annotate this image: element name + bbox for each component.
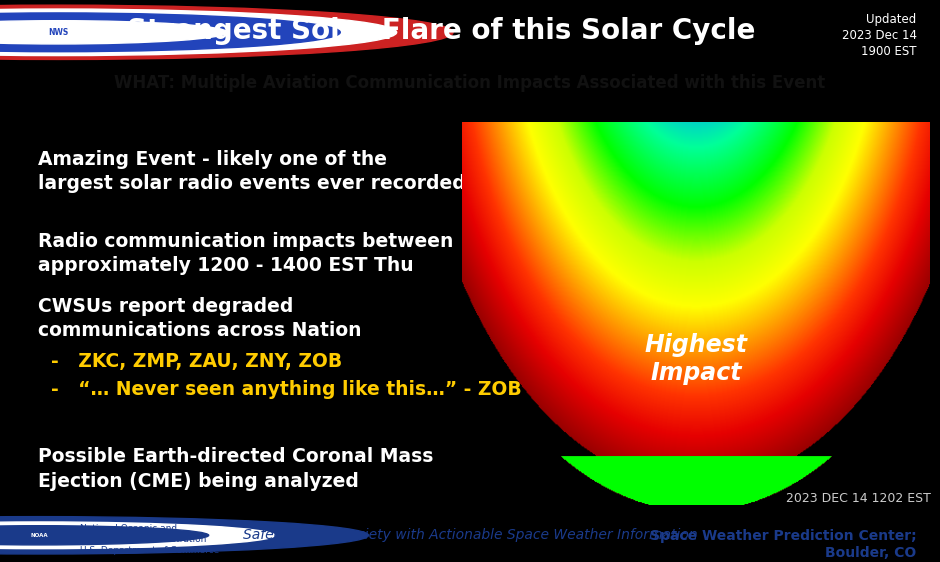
Circle shape <box>0 13 340 52</box>
Text: NOAA: NOAA <box>31 533 48 538</box>
Text: Space Weather Prediction Center;
Boulder, CO: Space Weather Prediction Center; Boulder… <box>650 529 916 560</box>
Circle shape <box>0 5 453 60</box>
Text: Amazing Event - likely one of the
largest solar radio events ever recorded: Amazing Event - likely one of the larges… <box>38 150 465 193</box>
Text: -   “… Never seen anything like this…” - ZOB: - “… Never seen anything like this…” - Z… <box>38 380 522 399</box>
Text: NWS: NWS <box>48 28 69 37</box>
Circle shape <box>0 21 227 44</box>
Text: 2023 DEC 14 1202 EST: 2023 DEC 14 1202 EST <box>786 492 931 505</box>
Circle shape <box>0 525 209 545</box>
Circle shape <box>0 522 274 549</box>
Text: -   ZKC, ZMP, ZAU, ZNY, ZOB: - ZKC, ZMP, ZAU, ZNY, ZOB <box>38 352 342 371</box>
Text: Possible Earth-directed Coronal Mass
Ejection (CME) being analyzed: Possible Earth-directed Coronal Mass Eje… <box>38 447 433 491</box>
Text: Highest
Impact: Highest Impact <box>645 333 747 385</box>
Text: WHAT: Multiple Aviation Communication Impacts Associated with this Event: WHAT: Multiple Aviation Communication Im… <box>115 74 825 92</box>
Text: National Oceanic and
Atmospheric Administration
U.S. Department of Commerce: National Oceanic and Atmospheric Adminis… <box>80 524 219 555</box>
Text: Safeguarding Society with Actionable Space Weather Information: Safeguarding Society with Actionable Spa… <box>243 528 697 542</box>
Circle shape <box>0 516 368 554</box>
Text: Strongest Solar Flare of this Solar Cycle: Strongest Solar Flare of this Solar Cycl… <box>127 17 755 45</box>
Text: Updated
2023 Dec 14
1900 EST: Updated 2023 Dec 14 1900 EST <box>841 13 916 58</box>
Text: CWSUs report degraded
communications across Nation: CWSUs report degraded communications acr… <box>38 297 361 340</box>
Text: Radio communication impacts between
approximately 1200 - 1400 EST Thu: Radio communication impacts between appr… <box>38 232 453 275</box>
Circle shape <box>0 9 397 56</box>
